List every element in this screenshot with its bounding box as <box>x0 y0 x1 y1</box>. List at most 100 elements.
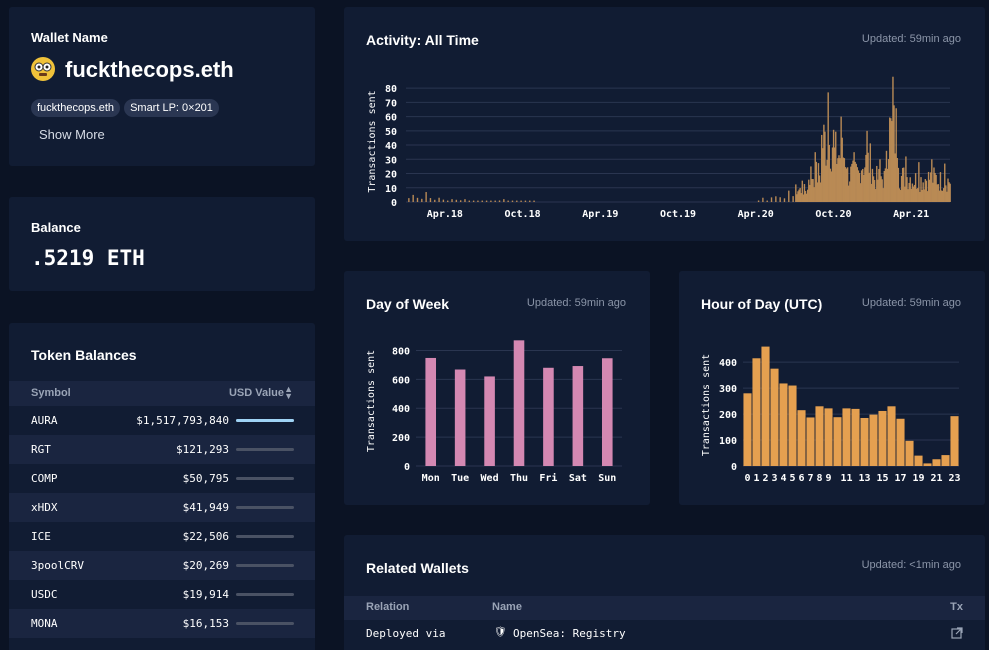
activity-bar <box>762 197 764 202</box>
activity-bar <box>913 184 916 202</box>
token-row[interactable]: RGT $121,293 <box>9 435 315 464</box>
external-link-icon[interactable] <box>951 626 963 639</box>
bar-15 <box>878 410 887 466</box>
activity-bar <box>862 168 864 202</box>
token-share-bar <box>236 622 294 625</box>
token-balances-title: Token Balances <box>31 347 137 363</box>
show-more-button[interactable]: Show More <box>39 127 105 142</box>
related-title: Related Wallets <box>366 560 469 576</box>
activity-bar <box>490 200 492 202</box>
activity-title: Activity: All Time <box>366 32 479 48</box>
hod-title: Hour of Day (UTC) <box>701 296 823 312</box>
day-of-week-card: Day of Week Updated: 59min ago 0 200 400 60… <box>344 271 650 505</box>
x-tick-label: Sat <box>569 473 587 484</box>
activity-bar <box>941 190 944 202</box>
activity-bar <box>825 165 827 202</box>
token-row[interactable]: AURA $1,517,793,840 <box>9 406 315 435</box>
activity-bar <box>886 168 889 202</box>
y-tick-label: 200 <box>719 410 737 421</box>
activity-bar <box>866 130 868 202</box>
y-tick-label: 400 <box>719 358 737 369</box>
symbol-column-header[interactable]: Symbol <box>31 387 71 399</box>
x-tick-label: Tue <box>451 473 469 484</box>
activity-bar <box>865 154 867 202</box>
bar-10 <box>833 417 842 466</box>
activity-bar <box>857 170 860 202</box>
tag-smart-lp[interactable]: Smart LP: 0×201 <box>124 99 219 117</box>
related-wallets-card: Related Wallets Updated: <1min ago Relat… <box>344 535 985 650</box>
bar-Wed <box>484 376 495 466</box>
y-tick-label: 60 <box>385 113 397 124</box>
related-wallet-name[interactable]: OpenSea: Registry <box>513 627 626 640</box>
token-row[interactable]: MONA $16,153 <box>9 609 315 638</box>
relation-column-header: Relation <box>366 601 410 613</box>
x-tick-label: 5 <box>789 473 795 484</box>
bar-17 <box>896 418 905 466</box>
activity-bar <box>912 186 915 202</box>
activity-bar <box>918 162 920 202</box>
token-symbol: USDC <box>31 588 58 601</box>
activity-bar <box>884 168 887 202</box>
activity-bar <box>841 137 843 202</box>
activity-bar <box>896 158 898 202</box>
activity-bar <box>887 159 890 202</box>
activity-bar <box>434 199 436 202</box>
bar-Thu <box>513 340 525 466</box>
activity-bar <box>877 179 879 202</box>
activity-bar <box>829 168 832 202</box>
x-tick-label: 3 <box>771 473 777 484</box>
activity-bar <box>529 200 531 202</box>
activity-bar <box>429 198 432 202</box>
activity-bar <box>817 163 820 202</box>
relation-cell: Deployed via <box>366 627 446 640</box>
activity-bar <box>819 182 822 202</box>
activity-bar <box>885 150 888 202</box>
x-tick-label: Oct.20 <box>815 209 851 220</box>
sort-icon[interactable]: ▲ ▼ <box>284 384 293 401</box>
activity-bar <box>880 176 882 202</box>
activity-bar <box>770 197 773 202</box>
token-row[interactable]: COMP $50,795 <box>9 464 315 493</box>
y-tick-label: 400 <box>392 404 410 415</box>
activity-bar <box>830 171 833 202</box>
token-row[interactable]: ICE $22,506 <box>9 522 315 551</box>
token-row[interactable]: USDC $19,914 <box>9 580 315 609</box>
token-row[interactable]: 3poolCRV $20,269 <box>9 551 315 580</box>
activity-bar <box>949 183 951 202</box>
bar-22 <box>941 455 950 466</box>
balance-value: .5219 ETH <box>31 246 145 270</box>
bar-11 <box>842 408 851 466</box>
related-row[interactable]: Deployed via 🛡 OpenSea: Registry <box>344 620 985 646</box>
activity-bar <box>503 199 505 202</box>
activity-bar <box>797 191 799 202</box>
y-tick-label: 20 <box>385 170 397 181</box>
x-tick-label: Mon <box>422 473 440 484</box>
bar-21 <box>932 459 941 466</box>
activity-bar <box>870 183 873 202</box>
y-axis-label: Transactions sent <box>367 90 378 192</box>
activity-bar <box>946 191 948 202</box>
activity-bar <box>921 189 923 202</box>
activity-bar <box>842 157 845 202</box>
tag-ens[interactable]: fuckthecops.eth <box>31 99 121 117</box>
y-tick-label: 80 <box>385 84 397 95</box>
usd-value-column-header[interactable]: USD Value <box>228 387 284 399</box>
activity-bar <box>516 200 518 202</box>
activity-bar <box>890 118 892 202</box>
bar-2 <box>761 346 770 466</box>
activity-bar <box>876 165 878 202</box>
activity-bar <box>932 182 934 202</box>
token-row[interactable]: xHDX $41,949 <box>9 493 315 522</box>
activity-bar <box>511 200 514 202</box>
x-tick-label: 19 <box>912 473 924 484</box>
y-tick-label: 70 <box>385 98 397 109</box>
activity-bar <box>904 186 906 202</box>
activity-bar <box>883 170 886 202</box>
activity-bar <box>895 108 897 202</box>
tx-column-header: Tx <box>950 601 963 613</box>
bar-12 <box>851 408 860 466</box>
hour-of-day-card: Hour of Day (UTC) Updated: 59min ago 0 10… <box>679 271 985 505</box>
activity-bar <box>809 184 811 202</box>
activity-bar <box>835 131 837 202</box>
token-symbol: xHDX <box>31 501 58 514</box>
